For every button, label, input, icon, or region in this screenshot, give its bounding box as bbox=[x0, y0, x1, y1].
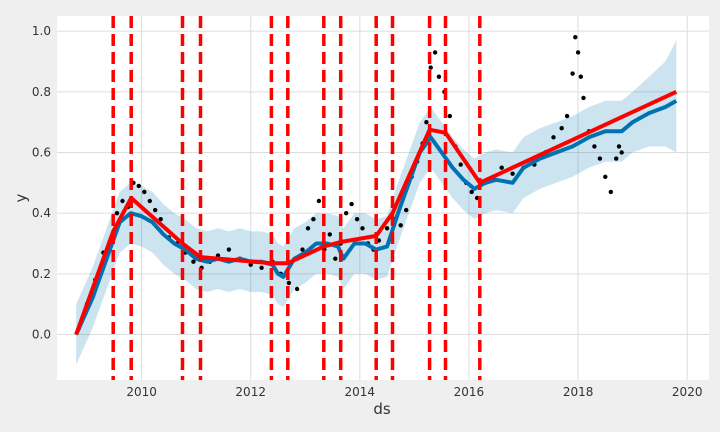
observation-point bbox=[564, 113, 570, 119]
observation-point bbox=[354, 217, 360, 222]
observation-point bbox=[384, 226, 390, 231]
y-axis-ticks: 0.0 0.2 0.4 0.6 0.8 1.0 bbox=[32, 24, 51, 341]
y-tick-label: 0.8 bbox=[32, 85, 51, 99]
observation-point bbox=[510, 171, 515, 176]
observation-point bbox=[398, 223, 403, 228]
x-tick-label: 2016 bbox=[454, 385, 485, 399]
trend-line-group bbox=[74, 89, 678, 336]
uncertainty-band bbox=[76, 40, 677, 365]
y-axis-label: y bbox=[12, 193, 30, 202]
y-tick-label: 0.2 bbox=[32, 267, 51, 281]
observation-point bbox=[458, 162, 463, 167]
observation-point bbox=[575, 50, 581, 55]
observation-point bbox=[499, 165, 504, 170]
forecast-line bbox=[74, 99, 678, 336]
observation-point bbox=[614, 156, 619, 161]
x-tick-label: 2010 bbox=[126, 385, 157, 399]
x-tick-label: 2014 bbox=[345, 385, 376, 399]
y-tick-label: 1.0 bbox=[32, 24, 51, 38]
observation-point bbox=[120, 198, 125, 204]
x-axis-label: ds bbox=[373, 400, 391, 418]
observation-point bbox=[447, 113, 452, 119]
observation-point bbox=[333, 256, 338, 261]
observation-point bbox=[592, 144, 597, 149]
plot-area bbox=[57, 16, 709, 380]
observation-point bbox=[424, 120, 429, 125]
y-tick-label: 0.4 bbox=[32, 206, 51, 220]
observation-point bbox=[191, 259, 196, 264]
y-tick-label: 0.0 bbox=[32, 328, 51, 342]
observation-point bbox=[294, 286, 300, 292]
observation-point bbox=[428, 65, 433, 70]
observation-point bbox=[311, 217, 316, 222]
observation-point bbox=[305, 226, 311, 231]
observation-point bbox=[142, 189, 147, 195]
observation-point bbox=[344, 211, 349, 216]
observation-point bbox=[616, 144, 622, 149]
observation-point bbox=[349, 201, 354, 207]
uncertainty-area bbox=[76, 40, 677, 365]
observation-point bbox=[259, 265, 264, 270]
observation-point bbox=[226, 247, 232, 252]
observation-point bbox=[404, 207, 409, 213]
x-tick-label: 2020 bbox=[672, 385, 703, 399]
observation-point bbox=[578, 74, 583, 79]
observation-point bbox=[603, 174, 608, 179]
observation-point bbox=[286, 280, 292, 286]
forecast-line-group bbox=[74, 99, 678, 336]
observation-point bbox=[597, 156, 603, 161]
observation-point bbox=[136, 183, 141, 189]
trend-line bbox=[74, 89, 678, 336]
observation-point bbox=[327, 232, 332, 237]
y-tick-label: 0.6 bbox=[32, 146, 51, 160]
observation-point bbox=[570, 71, 575, 76]
observation-point bbox=[360, 226, 365, 231]
x-tick-label: 2018 bbox=[563, 385, 594, 399]
observation-point bbox=[316, 198, 322, 204]
observation-point bbox=[469, 189, 474, 195]
observation-point bbox=[300, 247, 305, 252]
gridlines bbox=[57, 16, 709, 380]
observation-point bbox=[573, 35, 578, 40]
observation-point bbox=[581, 95, 586, 101]
x-axis-ticks: 2010 2012 2014 2016 2018 2020 bbox=[126, 385, 702, 399]
observation-point bbox=[114, 211, 120, 216]
observation-point bbox=[551, 135, 556, 140]
observation-point bbox=[158, 217, 163, 222]
observation-point bbox=[436, 74, 442, 79]
x-tick-label: 2012 bbox=[235, 385, 266, 399]
observation-point bbox=[608, 189, 613, 195]
observation-point bbox=[153, 207, 158, 213]
observation-point bbox=[559, 126, 564, 131]
observation-point bbox=[432, 50, 438, 55]
observation-point bbox=[619, 150, 624, 155]
observation-point bbox=[147, 198, 152, 204]
